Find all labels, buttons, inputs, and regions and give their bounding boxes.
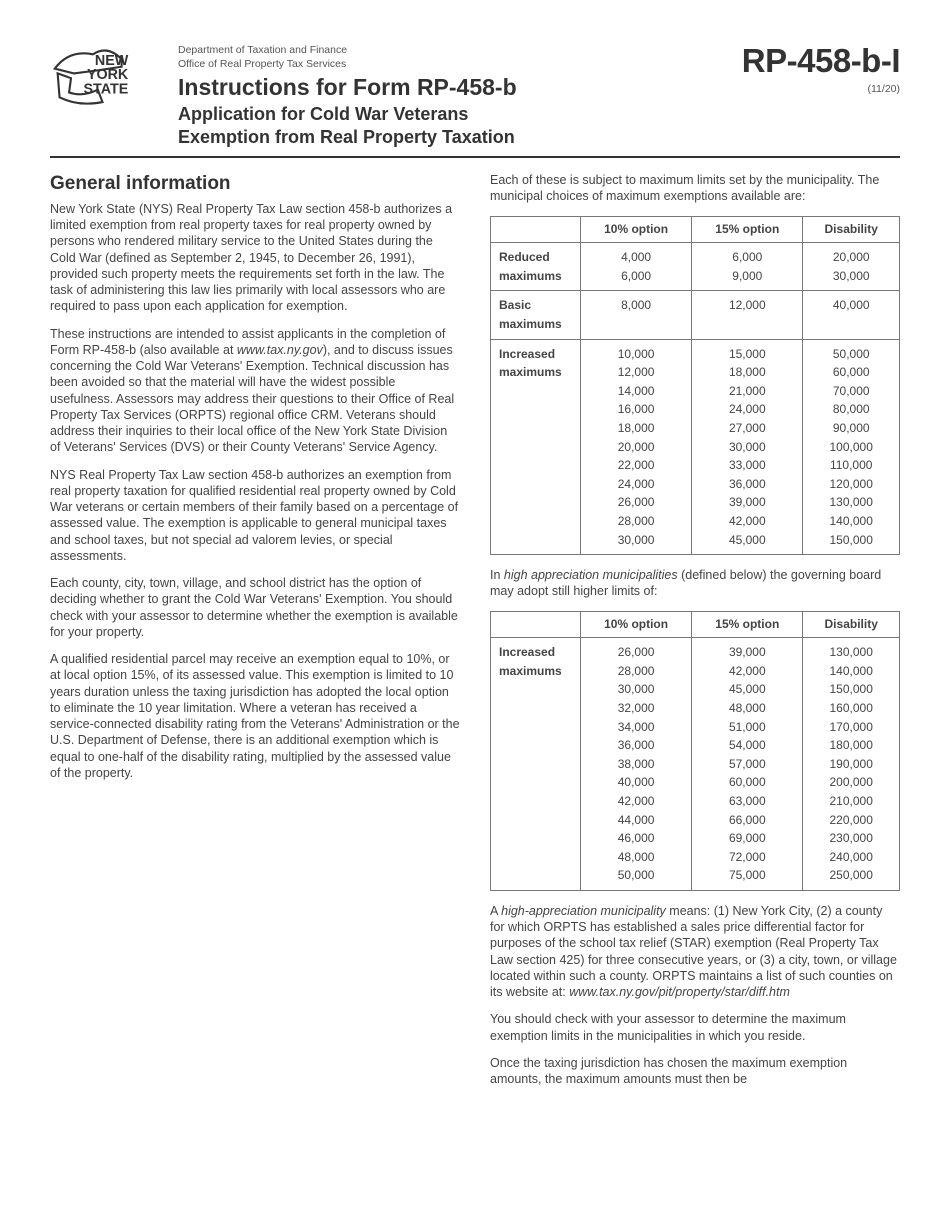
nys-logo: NEW YORK STATE — [50, 40, 160, 123]
right-def: A high-appreciation municipality means: … — [490, 903, 900, 1001]
dept-line-2: Office of Real Property Tax Services — [178, 58, 724, 72]
table-row: Reduced maximums 4,0006,000 6,0009,000 2… — [491, 243, 900, 291]
right-mid: In high appreciation municipalities (def… — [490, 567, 900, 600]
t1-r0-c2: 6,0009,000 — [692, 243, 803, 291]
table-row: Increased maximums 26,00028,00030,00032,… — [491, 638, 900, 891]
section-heading: General information — [50, 172, 460, 197]
left-column: General information New York State (NYS)… — [50, 172, 460, 1098]
header-rule — [50, 156, 900, 158]
form-id: RP-458-b-I — [742, 40, 900, 83]
term-high-appreciation: high appreciation municipalities — [504, 568, 678, 582]
para-5: A qualified residential parcel may recei… — [50, 651, 460, 781]
term-high-appreciation-def: high-appreciation municipality — [501, 904, 666, 918]
subtitle-2: Exemption from Real Property Taxation — [178, 126, 724, 149]
t1-r2-c3: 50,00060,00070,00080,00090,000100,000110… — [803, 339, 900, 555]
t1-r0-c3: 20,00030,000 — [803, 243, 900, 291]
t1-r2-c1: 10,00012,00014,00016,00018,00020,00022,0… — [581, 339, 692, 555]
subtitle-1: Application for Cold War Veterans — [178, 103, 724, 126]
t1-r0-label: Reduced maximums — [491, 243, 581, 291]
t1-r0-c1: 4,0006,000 — [581, 243, 692, 291]
t1-r1-label: Basic maximums — [491, 291, 581, 339]
link-taxnygov: www.tax.ny.gov — [237, 343, 323, 357]
right-last: Once the taxing jurisdiction has chosen … — [490, 1055, 900, 1088]
right-check: You should check with your assessor to d… — [490, 1011, 900, 1044]
t1-h3: Disability — [803, 216, 900, 243]
link-diff: www.tax.ny.gov/pit/property/star/diff.ht… — [569, 985, 790, 999]
t2-r0-c3: 130,000140,000150,000160,000170,000180,0… — [803, 638, 900, 891]
dept-line-1: Department of Taxation and Finance — [178, 44, 724, 58]
table-row: Basic maximums 8,000 12,000 40,000 — [491, 291, 900, 339]
form-date: (11/20) — [742, 83, 900, 97]
t2-h3: Disability — [803, 611, 900, 638]
t2-r0-c1: 26,00028,00030,00032,00034,00036,00038,0… — [581, 638, 692, 891]
t2-h2: 15% option — [692, 611, 803, 638]
t2-r0-c2: 39,00042,00045,00048,00051,00054,00057,0… — [692, 638, 803, 891]
page-header: NEW YORK STATE Department of Taxation an… — [50, 40, 900, 148]
svg-text:STATE: STATE — [84, 81, 129, 97]
title-block: Department of Taxation and Finance Offic… — [178, 40, 724, 148]
nys-logo-icon: NEW YORK STATE — [50, 40, 155, 116]
t2-h1: 10% option — [581, 611, 692, 638]
t1-h0 — [491, 216, 581, 243]
para-2: These instructions are intended to assis… — [50, 326, 460, 456]
t1-h2: 15% option — [692, 216, 803, 243]
t1-r1-c1: 8,000 — [581, 291, 692, 339]
exemption-table-2: 10% option 15% option Disability Increas… — [490, 611, 900, 891]
content-columns: General information New York State (NYS)… — [50, 172, 900, 1098]
t1-r2-c2: 15,00018,00021,00024,00027,00030,00033,0… — [692, 339, 803, 555]
para-4: Each county, city, town, village, and sc… — [50, 575, 460, 640]
right-column: Each of these is subject to maximum limi… — [490, 172, 900, 1098]
para-1: New York State (NYS) Real Property Tax L… — [50, 201, 460, 315]
t1-r2-label: Increased maximums — [491, 339, 581, 555]
main-title: Instructions for Form RP-458-b — [178, 73, 724, 103]
t1-r1-c2: 12,000 — [692, 291, 803, 339]
t1-r1-c3: 40,000 — [803, 291, 900, 339]
form-id-block: RP-458-b-I (11/20) — [742, 40, 900, 97]
t1-h1: 10% option — [581, 216, 692, 243]
right-intro: Each of these is subject to maximum limi… — [490, 172, 900, 205]
para-3: NYS Real Property Tax Law section 458-b … — [50, 467, 460, 565]
t2-r0-label: Increased maximums — [491, 638, 581, 891]
table-row: Increased maximums 10,00012,00014,00016,… — [491, 339, 900, 555]
t2-h0 — [491, 611, 581, 638]
exemption-table-1: 10% option 15% option Disability Reduced… — [490, 216, 900, 556]
